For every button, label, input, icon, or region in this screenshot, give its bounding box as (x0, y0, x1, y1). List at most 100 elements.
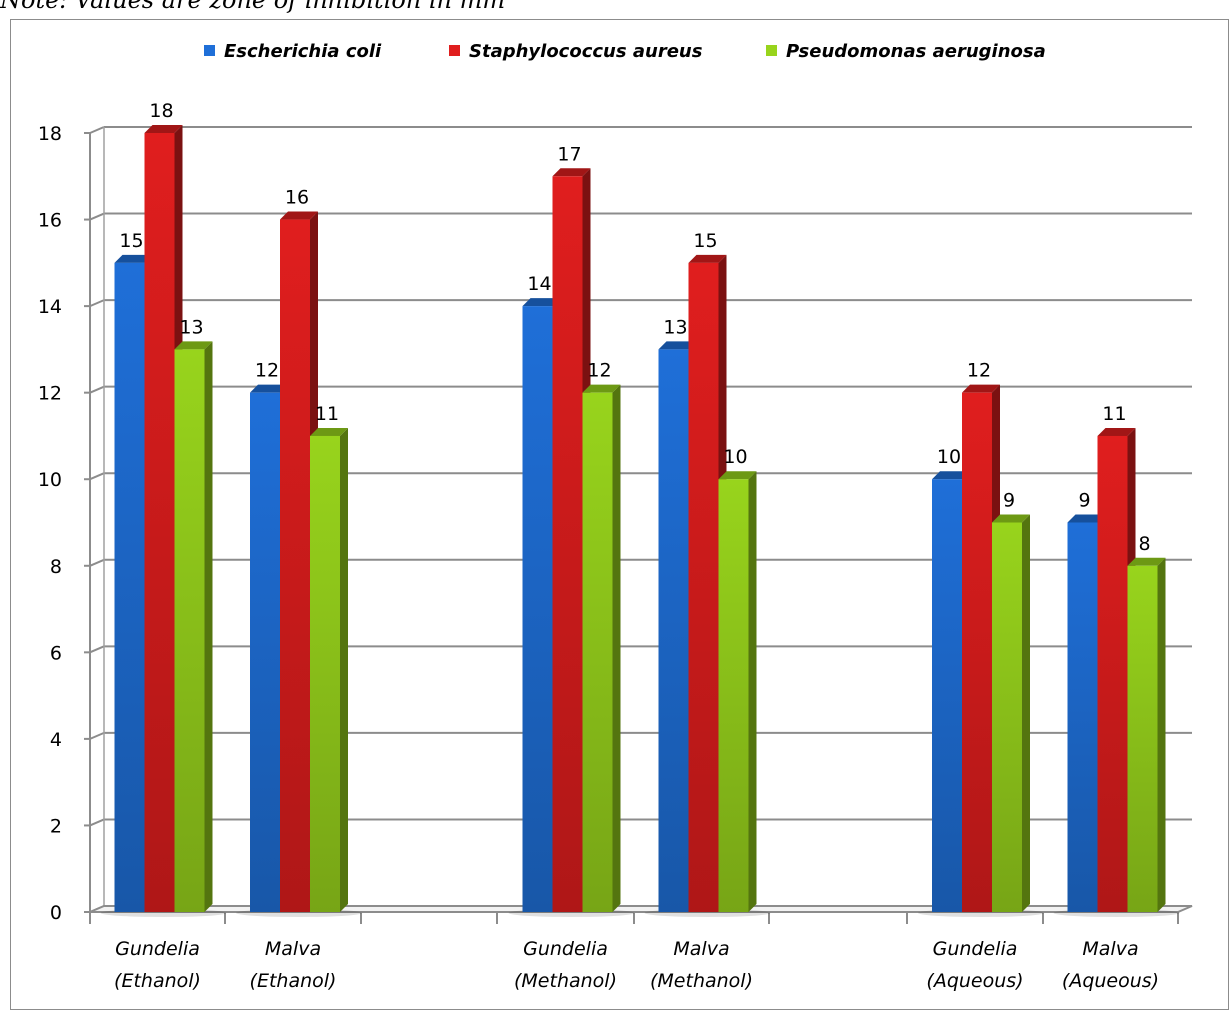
gridline-depth (89, 731, 105, 740)
data-label: 8 (1138, 533, 1150, 555)
bar-top (552, 168, 591, 177)
category-label: Malva (265, 938, 321, 960)
legend-swatch (766, 45, 777, 56)
category-label: (Methanol) (650, 970, 753, 992)
gridline-depth (89, 126, 105, 134)
bar (144, 133, 175, 912)
data-label: 10 (937, 446, 961, 468)
data-label: 11 (1102, 403, 1126, 425)
y-tick-label: 12 (38, 383, 62, 405)
bar (658, 349, 689, 912)
data-label: 9 (1078, 490, 1090, 512)
bar-3-2: 10 (718, 446, 757, 912)
category-label: Gundelia (933, 938, 1018, 960)
data-label: 11 (315, 403, 339, 425)
bar (1067, 522, 1098, 912)
floor (89, 905, 1193, 913)
category-ticks (89, 912, 1179, 924)
bar-top (174, 341, 213, 350)
gridline-depth (89, 385, 105, 394)
category-label: (Aqueous) (926, 970, 1023, 992)
bar (1127, 565, 1158, 912)
category-label: Gundelia (523, 938, 608, 960)
category-label: (Aqueous) (1062, 970, 1159, 992)
legend-label: Escherichia coli (224, 41, 382, 62)
gridline-depth (89, 818, 105, 827)
data-label: 9 (1003, 490, 1015, 512)
bar-side (1022, 514, 1030, 912)
y-tick-label: 8 (50, 556, 62, 578)
bar-side (204, 341, 213, 912)
data-label: 10 (723, 446, 747, 468)
gridline-depth (89, 212, 105, 221)
data-label: 17 (557, 143, 581, 165)
y-tick-label: 16 (38, 210, 62, 232)
y-tick-label: 18 (38, 123, 62, 145)
bar-2-2: 12 (582, 360, 621, 913)
bar-top (280, 211, 318, 220)
chart-note: Note: Values are zone of inhibition in m… (0, 0, 506, 14)
bar (114, 262, 145, 912)
legend: Escherichia coli Staphylococcus aureus Pse… (204, 41, 1046, 62)
data-label: 12 (587, 360, 611, 382)
bar-side (612, 384, 621, 913)
bar-top (962, 384, 1000, 393)
data-label: 15 (119, 230, 143, 252)
gridline-depth (89, 472, 105, 481)
bar (688, 262, 719, 912)
bar (582, 392, 613, 913)
bars: 15 18 13 12 16 11 14 17 12 13 15 10 10 12 9 9 11 8 (100, 100, 1180, 917)
bar-top (1097, 427, 1136, 436)
bar-side (340, 427, 348, 912)
bar-top (522, 298, 561, 307)
y-tick-label: 4 (50, 729, 62, 751)
y-tick-label: 2 (50, 815, 62, 837)
bar-3-1: 15 (688, 230, 727, 913)
data-label: 18 (149, 100, 173, 122)
legend-swatch (449, 45, 460, 56)
gridline-depth (89, 558, 105, 567)
data-label: 13 (663, 316, 687, 338)
category-label: (Ethanol) (250, 970, 337, 992)
y-tick-label: 14 (38, 296, 62, 318)
bar-top (718, 471, 757, 480)
data-label: 12 (255, 360, 279, 382)
bar-top (992, 514, 1030, 523)
bar-1-2: 11 (310, 403, 348, 912)
bar-top (582, 384, 621, 393)
data-label: 13 (179, 316, 203, 338)
y-tick-label: 10 (38, 469, 62, 491)
category-label: Gundelia (115, 938, 200, 960)
category-label: Malva (673, 938, 729, 960)
bar-0-2: 13 (174, 316, 213, 912)
bar-side (748, 471, 757, 912)
y-tick-label: 0 (50, 902, 62, 924)
data-label: 15 (693, 230, 717, 252)
bar-top (114, 254, 153, 263)
y-tick-label: 6 (50, 642, 62, 664)
legend-label: Pseudomonas aeruginosa (786, 41, 1046, 62)
gridline-depth (89, 645, 105, 654)
bar-5-2: 8 (1127, 533, 1166, 912)
bar (310, 435, 340, 912)
bar (552, 176, 583, 912)
bar (932, 479, 962, 912)
category-label: (Methanol) (514, 970, 617, 992)
bar-top (144, 125, 183, 133)
legend-swatch (204, 45, 215, 56)
data-label: 12 (967, 360, 991, 382)
bar (718, 479, 749, 912)
category-label: (Ethanol) (114, 970, 201, 992)
bar (962, 392, 992, 913)
data-label: 14 (527, 273, 551, 295)
bar-side (1157, 557, 1166, 912)
bar-top (688, 254, 727, 263)
bar-top (250, 384, 288, 393)
bar-top (1067, 514, 1106, 523)
bar-top (310, 427, 348, 436)
bar (174, 349, 205, 912)
bar (1097, 435, 1128, 912)
bar-top (932, 471, 970, 480)
bar (250, 392, 280, 913)
